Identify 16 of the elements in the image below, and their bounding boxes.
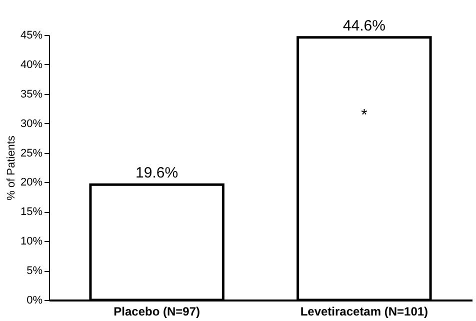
y-tick-label: 20% — [20, 176, 43, 189]
y-tick-label: 0% — [26, 294, 43, 306]
data-label: 19.6% — [136, 164, 178, 182]
data-label: 44.6% — [342, 17, 386, 34]
y-tick-label: 35% — [20, 88, 43, 100]
x-tick-label: Levetiracetam (N=101) — [300, 304, 428, 318]
y-tick-label: 40% — [20, 58, 43, 71]
y-axis-title: % of Patients — [5, 135, 18, 200]
y-tick-label: 30% — [20, 118, 43, 130]
annotation: * — [361, 107, 368, 124]
x-tick-label: Placebo (N=97) — [114, 304, 200, 318]
y-tick-label: 45% — [20, 30, 43, 42]
y-tick-label: 5% — [26, 265, 43, 278]
y-tick-label: 25% — [20, 147, 43, 160]
y-tick-label: 15% — [20, 206, 43, 218]
y-tick-label: 10% — [20, 236, 43, 248]
